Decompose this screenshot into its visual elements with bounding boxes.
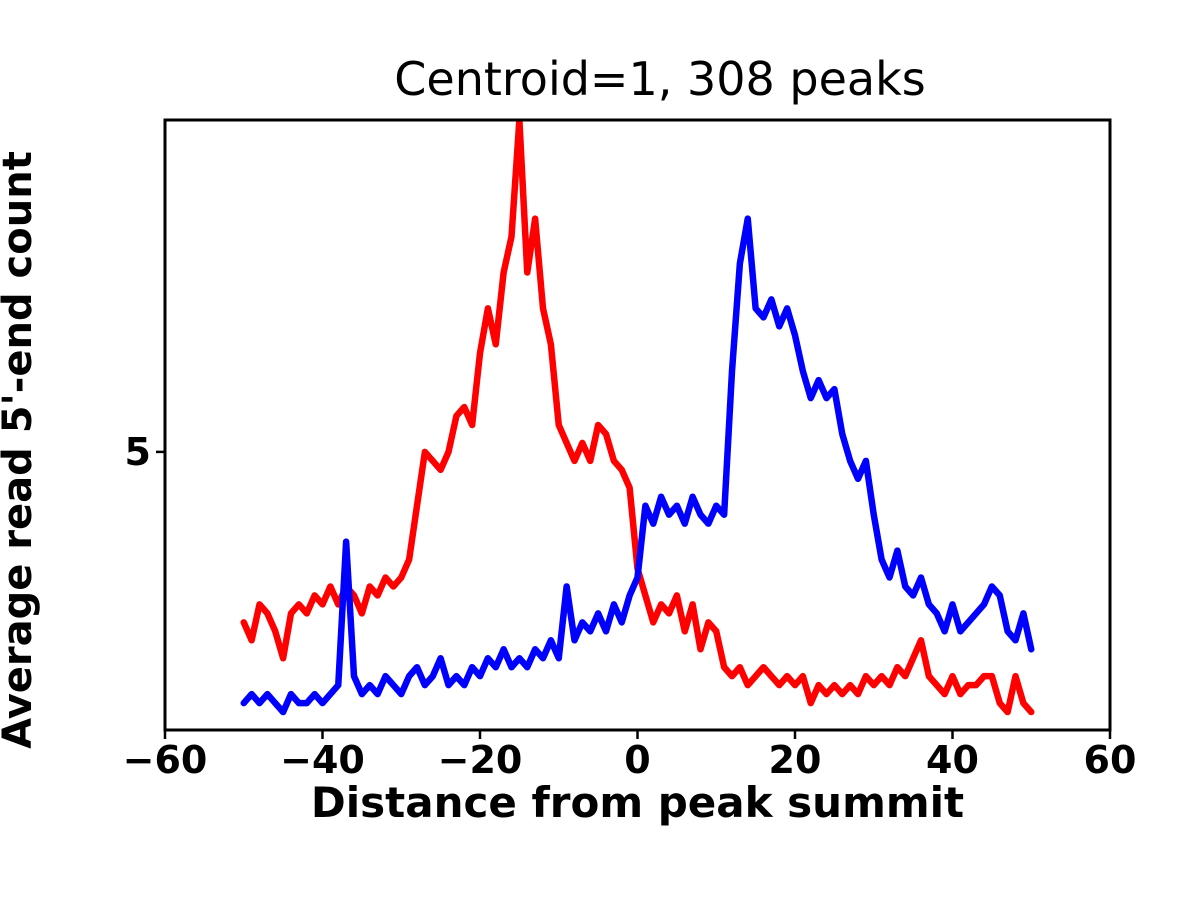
y-axis-label: Average read 5'-end count [0, 151, 41, 749]
x-tick-label: −20 [437, 738, 523, 782]
x-axis-label: Distance from peak summit [310, 778, 965, 827]
x-tick-label: −40 [280, 738, 365, 782]
axes-frame [163, 118, 1112, 732]
chart-title: Centroid=1, 308 peaks [394, 52, 926, 106]
x-tick-label: 40 [926, 738, 979, 782]
x-tick-label: 60 [1083, 738, 1137, 782]
series-line-reverse-strand [240, 215, 1035, 716]
series-lines [240, 119, 1035, 716]
x-tick-label: 0 [624, 738, 651, 782]
y-tick-label: 5 [124, 429, 151, 474]
x-tick-label: 20 [768, 738, 822, 782]
x-tick-label: −60 [122, 738, 208, 782]
series-line-forward-strand [240, 119, 1035, 716]
